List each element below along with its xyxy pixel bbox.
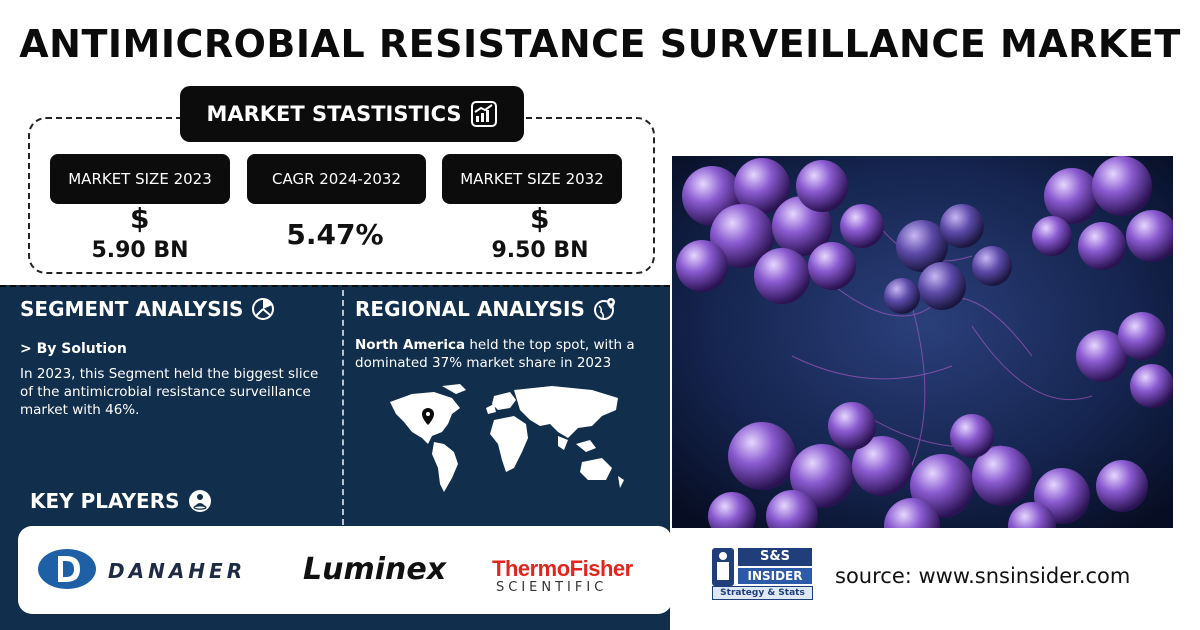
growth-chart-icon bbox=[470, 101, 497, 127]
market-statistics-label: MARKET STASTISTICS bbox=[206, 102, 462, 126]
danaher-wordmark: DANAHER bbox=[108, 559, 247, 583]
source-text: source: www.snsinsider.com bbox=[835, 564, 1131, 588]
region-name: North America bbox=[355, 337, 466, 353]
page-title: ANTIMICROBIAL RESISTANCE SURVEILLANCE MA… bbox=[19, 22, 1181, 66]
scientific-wordmark: SCIENTIFIC bbox=[496, 580, 608, 595]
world-map bbox=[390, 384, 624, 492]
dollar-icon: $ bbox=[130, 202, 150, 235]
dollar-icon: $ bbox=[530, 202, 550, 235]
segment-analysis-heading: SEGMENT ANALYSIS bbox=[20, 297, 275, 321]
regional-description: North America held the top spot, with a … bbox=[355, 336, 650, 372]
globe-pin-icon bbox=[593, 298, 615, 320]
sns-insider-logo: S&S INSIDER Strategy & Stats bbox=[712, 548, 813, 600]
danaher-logo bbox=[38, 549, 96, 589]
segment-description: In 2023, this Segment held the biggest s… bbox=[20, 366, 319, 418]
regional-text: held the top spot, with a dominated 37% … bbox=[355, 337, 635, 371]
luminex-wordmark: Luminex bbox=[303, 552, 447, 587]
key-players-heading: KEY PLAYERS bbox=[30, 489, 212, 513]
market-size-2023-value: 5.90 BN bbox=[91, 238, 189, 263]
thermofisher-wordmark: ThermoFisher bbox=[492, 556, 633, 581]
divider bbox=[0, 285, 670, 287]
location-pin-icon bbox=[422, 408, 434, 425]
bacteria-image bbox=[672, 156, 1173, 528]
cagr-value: 5.47% bbox=[286, 218, 384, 251]
market-size-2032-card: MARKET SIZE 2032 bbox=[442, 154, 622, 204]
brand-mid: INSIDER bbox=[738, 568, 812, 584]
person-target-icon bbox=[188, 490, 211, 512]
regional-analysis-label: REGIONAL ANALYSIS bbox=[355, 297, 585, 321]
brand-top: S&S bbox=[738, 548, 812, 566]
brand-tagline: Strategy & Stats bbox=[712, 586, 813, 600]
pie-chart-icon bbox=[252, 298, 275, 320]
key-players-logos bbox=[18, 526, 672, 614]
market-statistics-heading: MARKET STASTISTICS bbox=[180, 86, 524, 142]
cagr-card: CAGR 2024-2032 bbox=[247, 154, 426, 204]
market-size-2032-value: 9.50 BN bbox=[491, 238, 589, 263]
chess-king-icon bbox=[712, 548, 734, 586]
segment-analysis-label: SEGMENT ANALYSIS bbox=[20, 297, 244, 321]
key-players-label: KEY PLAYERS bbox=[30, 489, 180, 513]
regional-analysis-heading: REGIONAL ANALYSIS bbox=[355, 297, 617, 321]
segment-subheading: > By Solution bbox=[20, 341, 127, 357]
divider bbox=[342, 290, 344, 525]
market-size-2023-card: MARKET SIZE 2023 bbox=[50, 154, 230, 204]
